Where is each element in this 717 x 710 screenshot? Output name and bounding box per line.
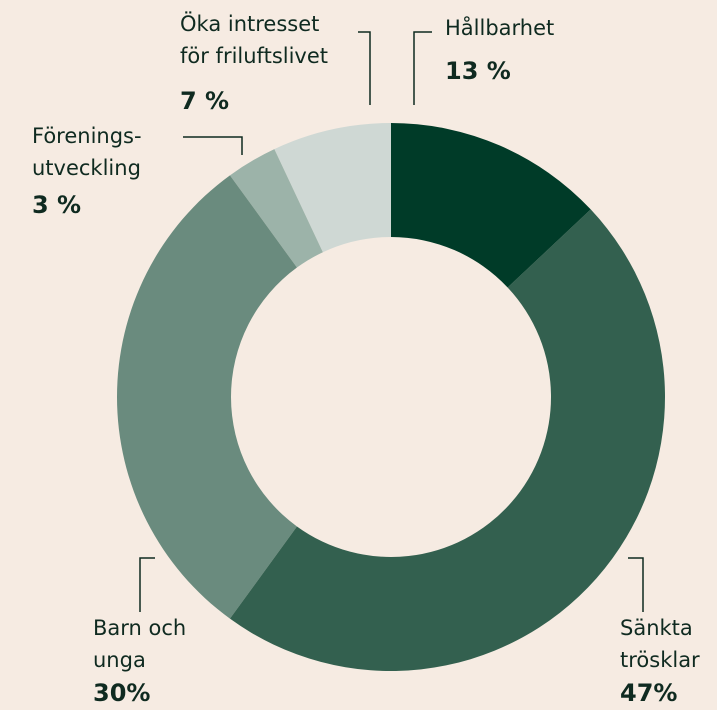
value-label: 7 %: [180, 87, 230, 115]
slice-label: Förenings- utveckling: [32, 124, 142, 180]
slice: [116, 175, 297, 619]
slice: [274, 123, 391, 253]
slice-label: Hållbarhet: [445, 16, 555, 40]
leader-line: [139, 557, 155, 612]
leader-line: [183, 136, 243, 155]
value-label: 3 %: [32, 191, 82, 219]
leader-line: [358, 31, 371, 105]
slice: [229, 209, 666, 672]
slice: [391, 123, 591, 288]
value-label: 13 %: [445, 57, 511, 85]
slice-label: Sänkta trösklar: [620, 616, 700, 672]
slice: [229, 149, 323, 268]
value-label: 47%: [620, 679, 678, 707]
leader-line: [628, 557, 644, 612]
value-label: 30%: [93, 679, 151, 707]
slice-label: Öka intresset för friluftslivet: [180, 12, 329, 68]
slice-label: Barn och unga: [93, 616, 187, 672]
leader-line: [413, 31, 432, 105]
